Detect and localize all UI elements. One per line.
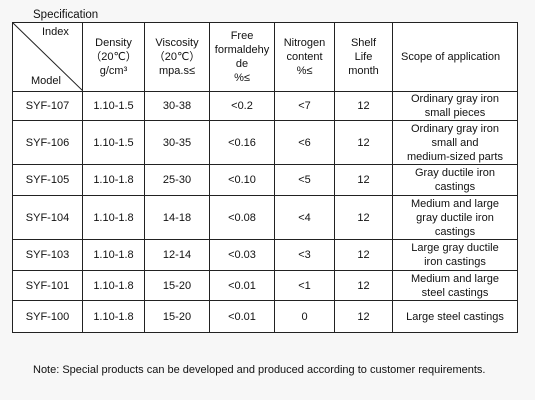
- shelf-life-cell: 12: [335, 92, 393, 121]
- nitrogen-cell: <7: [275, 92, 335, 121]
- formaldehyde-cell: <0.01: [210, 271, 275, 301]
- density-cell: 1.10-1.8: [83, 165, 145, 196]
- model-cell: SYF-103: [13, 240, 83, 271]
- model-cell: SYF-106: [13, 121, 83, 165]
- scope-cell: Ordinary gray iron small and medium-size…: [393, 121, 518, 165]
- footnote: Note: Special products can be developed …: [33, 363, 493, 377]
- viscosity-header: Viscosity （20℃） mpa.s≤: [145, 23, 210, 92]
- viscosity-cell: 12-14: [145, 240, 210, 271]
- shelf-life-cell: 12: [335, 271, 393, 301]
- table-row: SYF-100 1.10-1.8 15-20 <0.01 0 12 Large …: [13, 301, 518, 333]
- table-row: SYF-107 1.10-1.5 30-38 <0.2 <7 12 Ordina…: [13, 92, 518, 121]
- index-label: Index: [42, 25, 69, 39]
- formaldehyde-cell: <0.08: [210, 196, 275, 240]
- scope-cell: Gray ductile iron castings: [393, 165, 518, 196]
- nitrogen-cell: <6: [275, 121, 335, 165]
- nitrogen-cell: <1: [275, 271, 335, 301]
- nitrogen-header: Nitrogen content %≤: [275, 23, 335, 92]
- model-label: Model: [31, 74, 61, 88]
- table-row: SYF-103 1.10-1.8 12-14 <0.03 <3 12 Large…: [13, 240, 518, 271]
- shelf-life-cell: 12: [335, 121, 393, 165]
- table-row: SYF-104 1.10-1.8 14-18 <0.08 <4 12 Mediu…: [13, 196, 518, 240]
- density-cell: 1.10-1.8: [83, 196, 145, 240]
- nitrogen-cell: <3: [275, 240, 335, 271]
- shelf-life-cell: 12: [335, 301, 393, 333]
- formaldehyde-header: Free formaldehy de %≤: [210, 23, 275, 92]
- viscosity-cell: 15-20: [145, 271, 210, 301]
- nitrogen-cell: <5: [275, 165, 335, 196]
- table-row: SYF-105 1.10-1.8 25-30 <0.10 <5 12 Gray …: [13, 165, 518, 196]
- table-row: SYF-101 1.10-1.8 15-20 <0.01 <1 12 Mediu…: [13, 271, 518, 301]
- model-cell: SYF-107: [13, 92, 83, 121]
- scope-cell: Medium and large steel castings: [393, 271, 518, 301]
- scope-cell: Medium and large gray ductile iron casti…: [393, 196, 518, 240]
- table-row: SYF-106 1.10-1.5 30-35 <0.16 <6 12 Ordin…: [13, 121, 518, 165]
- model-cell: SYF-105: [13, 165, 83, 196]
- viscosity-cell: 14-18: [145, 196, 210, 240]
- model-cell: SYF-100: [13, 301, 83, 333]
- formaldehyde-cell: <0.16: [210, 121, 275, 165]
- model-cell: SYF-101: [13, 271, 83, 301]
- density-header: Density （20℃） g/cm³: [83, 23, 145, 92]
- formaldehyde-cell: <0.03: [210, 240, 275, 271]
- shelf-life-cell: 12: [335, 165, 393, 196]
- nitrogen-cell: <4: [275, 196, 335, 240]
- scope-cell: Ordinary gray iron small pieces: [393, 92, 518, 121]
- viscosity-cell: 15-20: [145, 301, 210, 333]
- nitrogen-cell: 0: [275, 301, 335, 333]
- shelf-life-cell: 12: [335, 240, 393, 271]
- density-cell: 1.10-1.8: [83, 301, 145, 333]
- formaldehyde-cell: <0.01: [210, 301, 275, 333]
- shelf-life-header: Shelf Life month: [335, 23, 393, 92]
- table-header-row: Index Model Density （20℃） g/cm³ Viscosit…: [13, 23, 518, 92]
- viscosity-cell: 25-30: [145, 165, 210, 196]
- scope-cell: Large gray ductile iron castings: [393, 240, 518, 271]
- formaldehyde-cell: <0.2: [210, 92, 275, 121]
- density-cell: 1.10-1.5: [83, 92, 145, 121]
- density-cell: 1.10-1.8: [83, 271, 145, 301]
- specification-table: Index Model Density （20℃） g/cm³ Viscosit…: [12, 22, 518, 333]
- density-cell: 1.10-1.8: [83, 240, 145, 271]
- scope-cell: Large steel castings: [393, 301, 518, 333]
- density-cell: 1.10-1.5: [83, 121, 145, 165]
- model-cell: SYF-104: [13, 196, 83, 240]
- formaldehyde-cell: <0.10: [210, 165, 275, 196]
- viscosity-cell: 30-35: [145, 121, 210, 165]
- index-model-header: Index Model: [13, 23, 83, 92]
- viscosity-cell: 30-38: [145, 92, 210, 121]
- shelf-life-cell: 12: [335, 196, 393, 240]
- scope-header: Scope of application: [393, 23, 518, 92]
- specification-caption: Specification: [33, 8, 98, 22]
